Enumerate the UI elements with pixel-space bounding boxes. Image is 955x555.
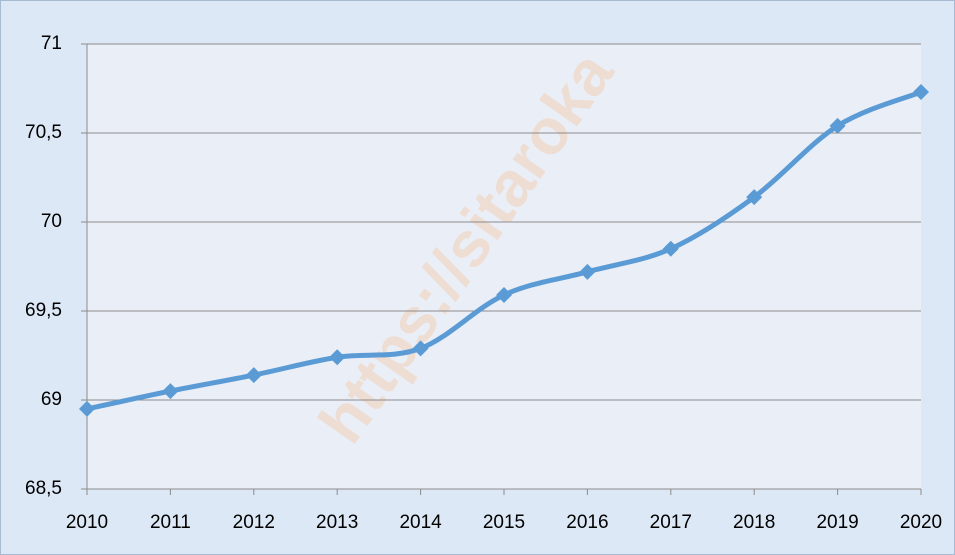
x-tick-label: 2012 xyxy=(233,512,275,533)
x-tick-label: 2015 xyxy=(483,512,525,533)
x-tick-label: 2018 xyxy=(733,512,775,533)
marker xyxy=(746,189,763,206)
marker xyxy=(412,340,429,357)
y-tick-label: 71 xyxy=(41,33,62,54)
y-tick-label: 70,5 xyxy=(25,122,62,143)
marker xyxy=(245,367,262,384)
y-tick-label: 68,5 xyxy=(25,478,62,499)
x-tick-label: 2010 xyxy=(66,512,108,533)
marker xyxy=(496,286,512,303)
marker xyxy=(162,383,179,400)
x-tick-label: 2019 xyxy=(816,512,858,533)
marker xyxy=(579,263,596,280)
y-tick-label: 69,5 xyxy=(25,300,62,321)
x-tick-label: 2016 xyxy=(566,512,608,533)
marker xyxy=(329,349,346,366)
x-tick-label: 2011 xyxy=(150,512,191,533)
x-tick-label: 2014 xyxy=(399,512,442,533)
x-tick-label: 2020 xyxy=(900,512,942,533)
plot-area xyxy=(87,44,921,489)
marker xyxy=(829,117,846,134)
x-tick-label: 2017 xyxy=(650,512,692,533)
y-tick-label: 70 xyxy=(41,211,62,232)
x-tick-label: 2013 xyxy=(316,512,358,533)
marker xyxy=(913,84,929,101)
y-tick-label: 69 xyxy=(41,389,62,410)
marker xyxy=(79,400,95,417)
marker xyxy=(662,240,679,257)
